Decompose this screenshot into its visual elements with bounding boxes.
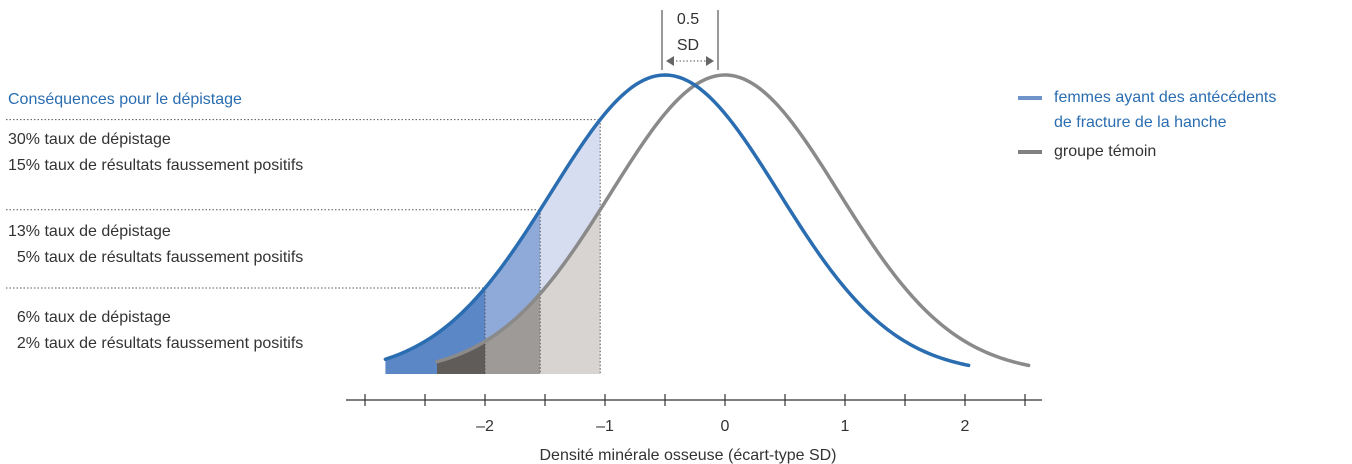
legend-label-control: groupe témoin xyxy=(1054,143,1157,160)
x-axis-label: Densité minérale osseuse (écart-type SD) xyxy=(539,447,836,464)
row3-screening-rate: 6% taux de dépistage xyxy=(8,309,171,326)
x-axis: –2 –1 0 1 2 xyxy=(346,394,1042,435)
annotation-arrow-left xyxy=(666,56,674,66)
control-curve xyxy=(435,73,1031,368)
row2-screening-rate: 13% taux de dépistage xyxy=(8,223,171,240)
x-tick-label: 2 xyxy=(961,418,970,435)
row1-false-positive-rate: 15% taux de résultats faussement positif… xyxy=(8,157,304,174)
legend-swatch-control xyxy=(1018,150,1042,154)
x-tick-label: 0 xyxy=(721,418,730,435)
annotation-unit: SD xyxy=(677,37,699,54)
control-shade-3 xyxy=(540,209,601,374)
x-tick-label: –1 xyxy=(596,418,614,435)
case-curve xyxy=(383,73,971,368)
annotation-value: 0.5 xyxy=(677,11,699,28)
annotation-arrow-right xyxy=(706,56,714,66)
legend-label-case-1: femmes ayant des antécédents xyxy=(1054,89,1277,106)
threshold-guides xyxy=(6,119,601,374)
row2-false-positive-rate: 5% taux de résultats faussement positifs xyxy=(8,249,304,266)
screening-panel-title: Conséquences pour le dépistage xyxy=(8,91,242,108)
row3-false-positive-rate: 2% taux de résultats faussement positifs xyxy=(8,335,304,352)
screening-shaded-areas xyxy=(385,119,601,374)
offset-annotation: 0.5 SD xyxy=(661,10,719,70)
x-tick-label: –2 xyxy=(476,418,494,435)
row1-screening-rate: 30% taux de dépistage xyxy=(8,131,171,148)
legend-swatch-case xyxy=(1018,96,1042,100)
control-shade-2 xyxy=(485,293,541,374)
legend-label-case-2: de fracture de la hanche xyxy=(1054,114,1227,131)
x-tick-label: 1 xyxy=(841,418,850,435)
distribution-curves xyxy=(383,73,1031,368)
